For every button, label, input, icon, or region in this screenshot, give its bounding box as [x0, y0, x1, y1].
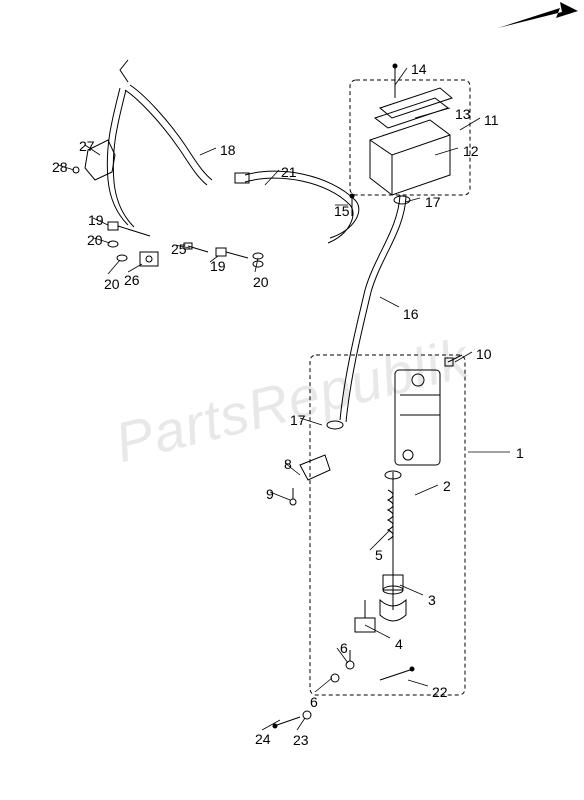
callout-number: 26 — [124, 272, 140, 288]
callout-number: 4 — [395, 636, 403, 652]
callout-number: 12 — [463, 143, 479, 159]
callout-number: 22 — [432, 684, 448, 700]
callout-number: 17 — [290, 412, 306, 428]
callout-number: 11 — [484, 112, 499, 128]
callout-number: 8 — [284, 456, 292, 472]
callout-number: 27 — [79, 138, 95, 154]
callout-number: 18 — [220, 142, 236, 158]
callout-number: 9 — [266, 486, 274, 502]
callout-number: 28 — [52, 159, 68, 175]
callout-number: 20 — [253, 274, 269, 290]
callout-number: 24 — [255, 731, 271, 747]
callout-number: 20 — [104, 276, 120, 292]
callout-number: 15 — [334, 203, 350, 219]
callout-number: 3 — [428, 592, 436, 608]
callout-number: 5 — [375, 547, 383, 563]
callout-number: 10 — [476, 346, 492, 362]
callout-number: 25 — [171, 241, 187, 257]
callout-number: 13 — [455, 106, 471, 122]
callout-number: 17 — [425, 194, 441, 210]
callout-number: 6 — [310, 694, 318, 710]
callout-number: 16 — [403, 306, 419, 322]
callout-number: 19 — [88, 212, 104, 228]
callout-number: 2 — [443, 478, 451, 494]
callout-number: 1 — [516, 445, 524, 461]
callout-number: 6 — [340, 640, 348, 656]
callout-number: 20 — [87, 232, 103, 248]
callout-number: 23 — [293, 732, 309, 748]
callout-number: 19 — [210, 258, 226, 274]
callout-number: 14 — [411, 61, 427, 77]
callout-number: 21 — [281, 164, 297, 180]
diagram-container: PartsRepublik — [0, 0, 584, 800]
